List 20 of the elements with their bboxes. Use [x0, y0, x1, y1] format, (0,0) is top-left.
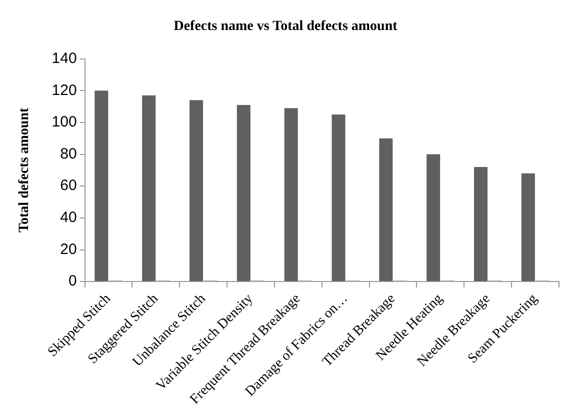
bar — [474, 167, 488, 282]
y-tick-label: 0 — [68, 272, 77, 290]
bar — [521, 173, 535, 282]
y-tick-label: 20 — [60, 240, 77, 258]
y-tick-label: 100 — [52, 114, 77, 131]
chart-title: Defects name vs Total defects amount — [174, 19, 398, 34]
y-tick-label: 80 — [60, 145, 77, 162]
bar — [190, 100, 204, 282]
bar — [284, 108, 298, 282]
y-tick-label: 140 — [52, 50, 77, 67]
bar — [379, 138, 393, 282]
bar — [332, 114, 346, 282]
bar — [142, 95, 156, 282]
y-tick-label: 40 — [60, 209, 77, 226]
y-tick-label: 120 — [52, 82, 77, 99]
y-axis-title: Total defects amount — [17, 108, 32, 233]
bar — [236, 104, 250, 282]
bar — [94, 90, 108, 282]
y-tick-label: 60 — [60, 177, 77, 194]
bar — [426, 154, 440, 282]
